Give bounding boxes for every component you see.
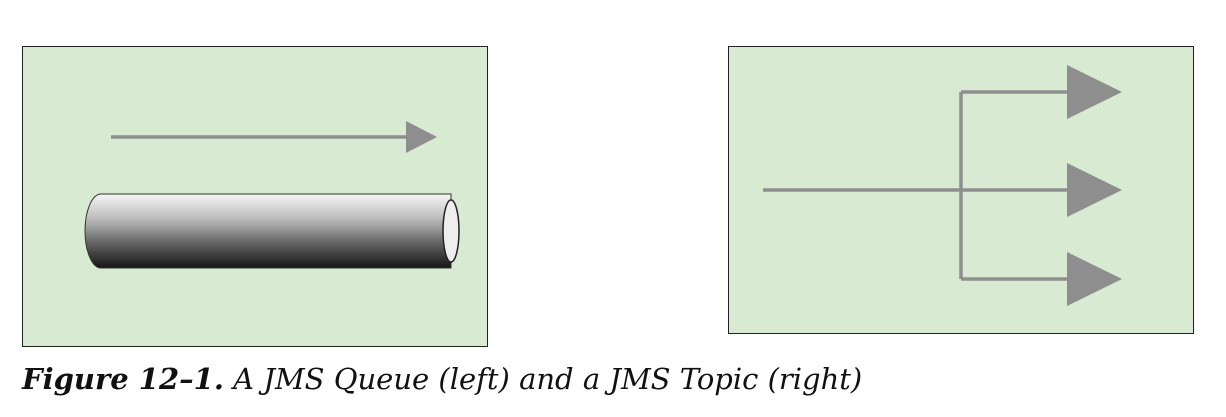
queue-message-arrow — [111, 121, 437, 153]
figure-caption-text: A JMS Queue (left) and a JMS Topic (righ… — [223, 362, 863, 396]
jms-queue-panel — [22, 46, 488, 347]
figure-caption-label: Figure 12–1. — [22, 362, 224, 396]
topic-subscriber-arrow-middle — [961, 163, 1122, 217]
jms-topic-panel — [728, 46, 1194, 334]
topic-subscriber-arrow-top — [961, 65, 1122, 119]
queue-pipe-opening — [442, 199, 460, 263]
jms-queue-diagram — [84, 121, 460, 269]
figure-caption: Figure 12–1. A JMS Queue (left) and a JM… — [22, 362, 862, 396]
topic-subscriber-arrow-bottom — [961, 252, 1122, 306]
jms-topic-diagram — [763, 65, 1122, 306]
queue-pipe — [84, 193, 460, 269]
